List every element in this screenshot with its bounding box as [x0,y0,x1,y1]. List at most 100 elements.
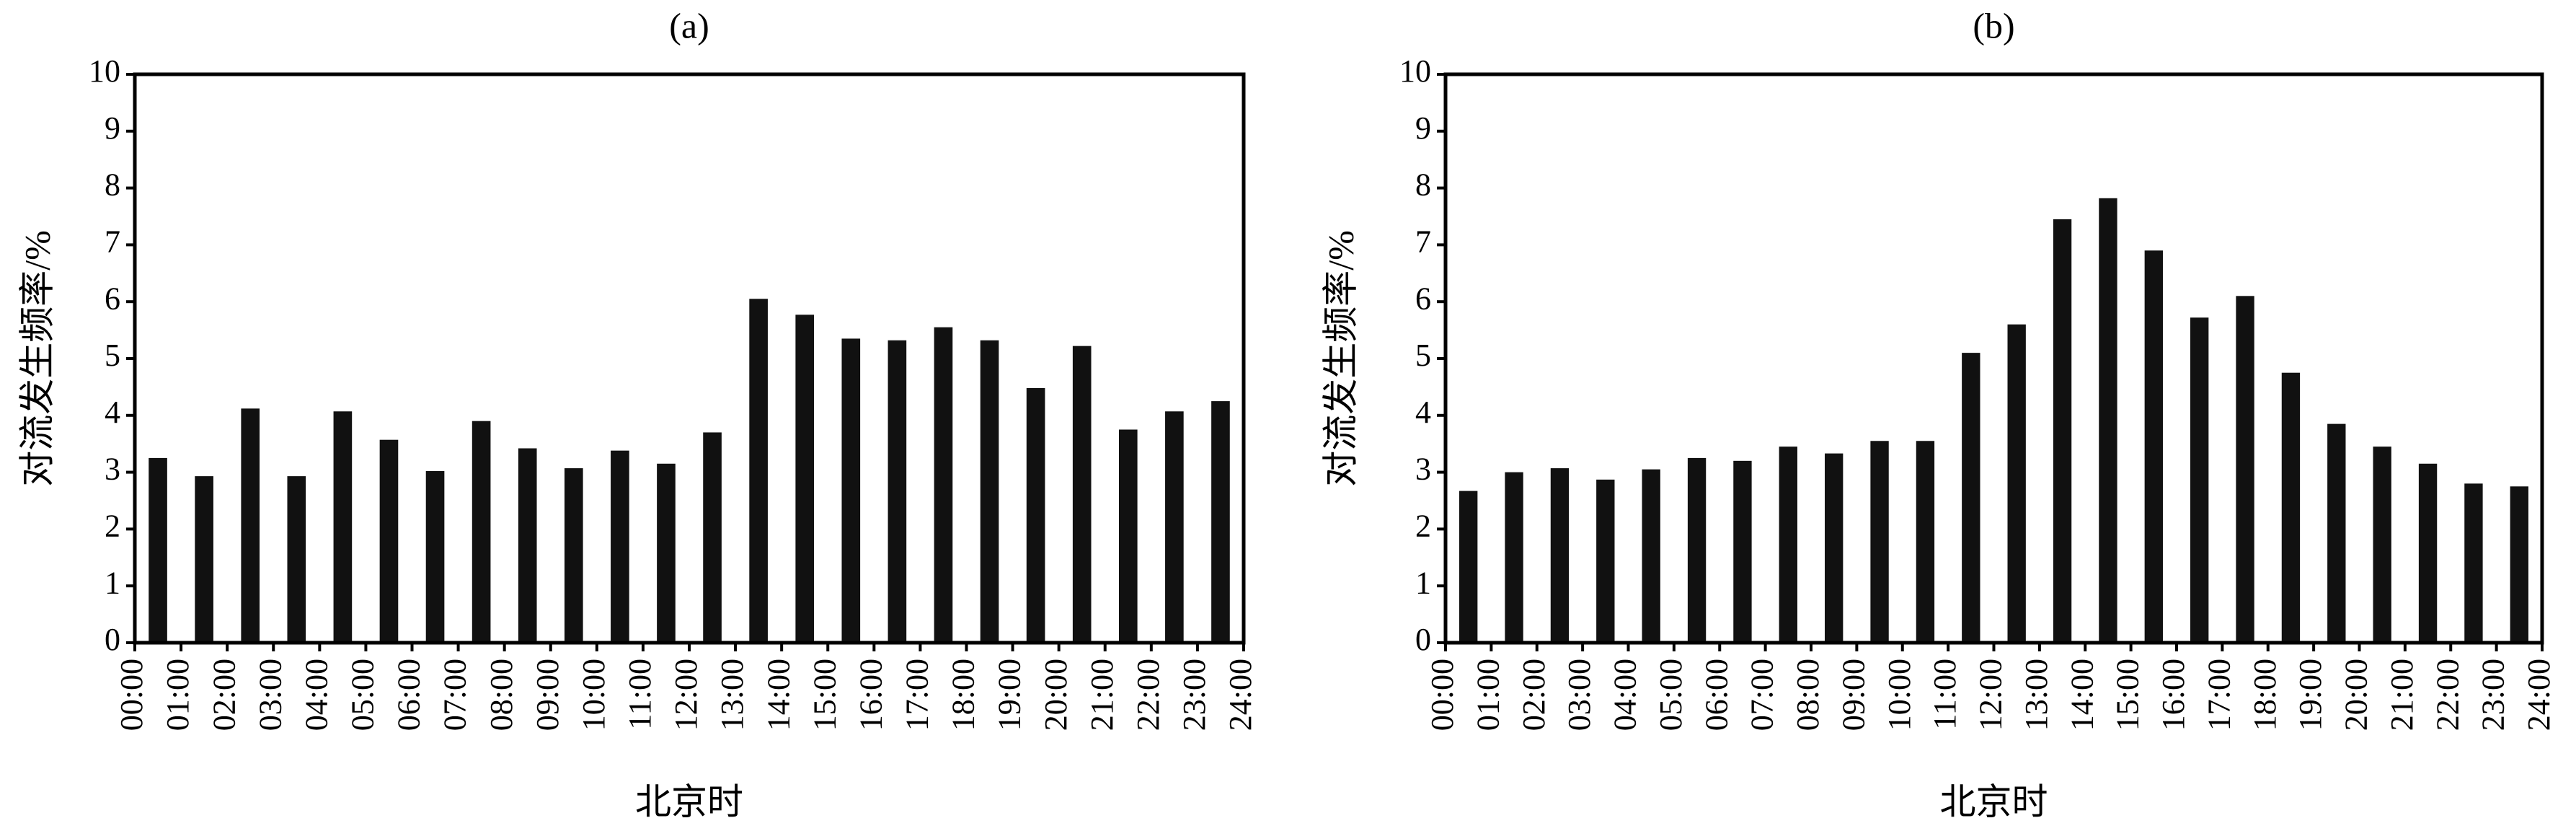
x-tick-label: 01:00 [1470,659,1505,731]
y-tick-label: 4 [105,395,120,430]
bar [1687,457,1707,643]
bar [2281,372,2301,643]
y-tick-label: 0 [1415,622,1431,657]
bar [564,468,583,643]
x-tick-label: 19:00 [2293,659,2328,731]
chart-title: (b) [1973,5,2014,45]
y-tick-label: 8 [105,167,120,203]
x-axis-label: 北京时 [1940,781,2048,822]
bar [1733,460,1752,643]
y-tick-label: 5 [105,338,120,373]
x-tick-label: 06:00 [1699,659,1734,731]
bar [195,476,213,643]
bar [1072,346,1092,643]
x-tick-label: 07:00 [438,659,473,731]
bar [2510,486,2528,643]
x-tick-label: 18:00 [946,659,981,731]
x-tick-label: 14:00 [761,659,796,731]
y-tick-label: 7 [1415,224,1431,259]
x-tick-label: 18:00 [2247,659,2283,731]
x-tick-label: 07:00 [1745,659,1780,731]
bar [2053,219,2072,643]
bar [2099,198,2117,643]
bar [241,408,260,643]
x-tick-label: 04:00 [1608,659,1643,731]
bar [518,448,537,643]
bar [2464,483,2483,643]
y-tick-label: 6 [105,281,120,316]
x-tick-label: 00:00 [114,659,149,731]
bar [472,421,491,643]
x-tick-label: 15:00 [807,659,842,731]
x-tick-label: 15:00 [2110,659,2146,731]
x-tick-label: 06:00 [391,659,427,731]
x-tick-label: 14:00 [2064,659,2099,731]
bar [888,340,907,643]
bar [2007,324,2026,643]
y-tick-label: 1 [1415,565,1431,600]
y-tick-label: 1 [105,565,120,600]
x-tick-label: 09:00 [1836,659,1871,731]
x-tick-label: 13:00 [2019,659,2054,731]
x-tick-label: 11:00 [622,659,658,730]
bar [703,432,722,643]
bar [1026,387,1045,643]
x-tick-label: 05:00 [345,659,381,731]
y-axis-label: 对流发生频率/% [17,230,57,487]
bar [2236,296,2254,643]
bar [749,299,768,643]
x-tick-label: 20:00 [1038,659,1074,731]
bar [2190,317,2209,643]
bar [795,315,815,643]
bar [2144,250,2163,643]
y-tick-label: 4 [1415,395,1431,430]
x-tick-label: 10:00 [1882,659,1917,731]
bar [657,463,676,643]
y-tick-label: 9 [1415,110,1431,146]
bar [841,338,861,643]
y-tick-label: 10 [89,53,120,89]
bar [1870,441,1889,643]
x-tick-label: 11:00 [1927,659,1962,730]
x-tick-label: 21:00 [2384,659,2420,731]
bar [1211,401,1230,643]
chart-title: (a) [669,5,709,45]
bar [149,457,167,643]
bar [1962,353,1980,643]
x-tick-label: 01:00 [160,659,195,731]
x-tick-label: 12:00 [668,659,704,731]
bar [2418,463,2438,643]
x-tick-label: 22:00 [1130,659,1166,731]
y-axis-label: 对流发生频率/% [1320,230,1360,487]
y-tick-label: 3 [105,452,120,487]
bar [980,340,999,643]
y-tick-label: 0 [105,622,120,657]
y-tick-label: 2 [1415,508,1431,543]
plot-frame [1443,72,2544,645]
bar [1916,441,1935,643]
x-tick-label: 04:00 [298,659,334,731]
bar [1779,447,1797,643]
x-tick-label: 24:00 [1223,659,1258,731]
bar [611,450,629,643]
y-tick-label: 7 [105,224,120,259]
bar [2373,447,2391,643]
x-tick-label: 16:00 [853,659,888,731]
x-tick-label: 00:00 [1425,659,1460,731]
bar [1642,469,1660,643]
bar [425,471,445,643]
x-tick-label: 02:00 [1516,659,1552,731]
y-tick-label: 10 [1399,53,1431,89]
bar [333,411,353,643]
x-axis-label: 北京时 [635,781,743,822]
x-tick-label: 21:00 [1084,659,1120,731]
bar [1459,491,1478,643]
y-tick-label: 6 [1415,281,1431,316]
x-tick-label: 23:00 [2476,659,2511,731]
x-tick-label: 19:00 [992,659,1027,731]
bar [1118,429,1138,643]
bar [1825,453,1844,643]
y-tick-label: 3 [1415,452,1431,487]
x-tick-label: 08:00 [484,659,519,731]
x-tick-label: 22:00 [2430,659,2465,731]
